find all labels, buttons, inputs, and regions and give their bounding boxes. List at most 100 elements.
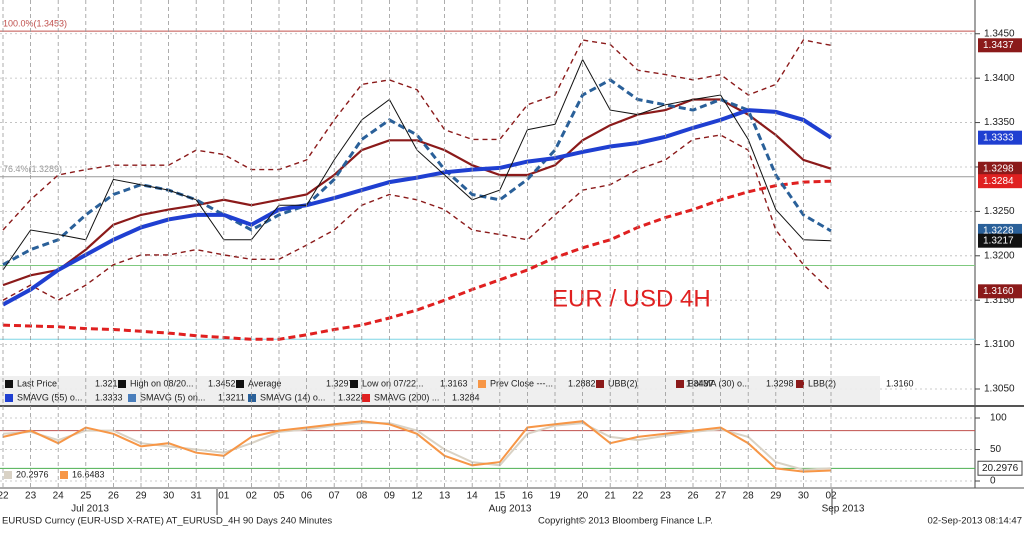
y-tick-label: 1.3450	[984, 28, 1015, 39]
month-label: Jul 2013	[71, 504, 109, 515]
legend-label: Average	[248, 378, 281, 388]
legend-swatch	[350, 380, 358, 388]
level-label: 100.0%(1.3453)	[3, 18, 67, 28]
x-tick-label: 29	[770, 491, 782, 502]
legend-value: 1.3297	[326, 378, 354, 388]
legend-value: 1.3298	[766, 378, 794, 388]
annotation: EUR / USD 4H	[552, 285, 711, 312]
legend-label: BollMA (30) o...	[688, 378, 750, 388]
x-tick-label: 25	[80, 491, 92, 502]
legend-swatch	[676, 380, 684, 388]
value-box	[977, 460, 1023, 476]
value-box	[978, 233, 1022, 248]
x-tick-label: 01	[218, 491, 230, 502]
x-tick-label: 27	[715, 491, 727, 502]
y-tick-label: 1.3400	[984, 73, 1015, 84]
legend-label: SMAVG (200) ...	[374, 392, 439, 402]
value-box-label: 20.2976	[982, 463, 1019, 474]
legend-value: 1.3452	[208, 378, 236, 388]
value-box-label: 1.3437	[983, 40, 1014, 51]
y-tick-label: 1.3050	[984, 384, 1015, 395]
x-tick-label: 21	[605, 491, 617, 502]
x-tick-label: 22	[0, 491, 9, 502]
x-tick-label: 02	[246, 491, 258, 502]
legend-label: Prev Close ---...	[490, 378, 553, 388]
x-tick-label: 28	[743, 491, 755, 502]
x-tick-label: 29	[135, 491, 147, 502]
x-tick-label: 02	[825, 491, 837, 502]
footer-left: EURUSD Curncy (EUR-USD X-RATE) AT_EURUSD…	[2, 516, 332, 527]
legend-swatch	[60, 471, 68, 479]
legend-value: 1.3284	[452, 392, 480, 402]
y-tick-label: 1.3150	[984, 295, 1015, 306]
x-tick-label: 08	[356, 491, 368, 502]
value-box-label: 1.3333	[983, 132, 1014, 143]
legend-value: 1.3160	[886, 378, 914, 388]
y-tick-label: 1.3100	[984, 339, 1015, 350]
value-box	[978, 38, 1022, 53]
legend-label: SMAVG (5) on...	[140, 392, 205, 402]
value-box-label: 1.3284	[983, 176, 1014, 187]
footer-center: Copyright© 2013 Bloomberg Finance L.P.	[538, 516, 713, 527]
legend-value: 1.3437	[686, 378, 714, 388]
value-box-label: 1.3217	[983, 235, 1014, 246]
legend-swatch	[5, 380, 13, 388]
y-tick-label: 1.3350	[984, 117, 1015, 128]
legend-label: LBB(2)	[808, 378, 836, 388]
x-tick-label: 23	[660, 491, 672, 502]
legend-value: 16.6483	[72, 469, 105, 479]
y-tick-label: 1.3250	[984, 206, 1015, 217]
legend-box	[0, 376, 880, 405]
x-tick-label: 06	[301, 491, 313, 502]
legend-label: SMAVG (55) o...	[17, 392, 82, 402]
legend: Last Price 1.3217 High on 08/20... 1.3452 Av…	[0, 376, 914, 479]
x-tick-label: 30	[163, 491, 175, 502]
value-box-label: 1.3160	[983, 286, 1014, 297]
legend-label: Low on 07/22...	[362, 378, 424, 388]
value-box-label: 1.3298	[983, 163, 1014, 174]
legend-swatch	[362, 394, 370, 402]
x-tick-label: 13	[439, 491, 451, 502]
legend-value: 1.3163	[440, 378, 468, 388]
footer-right: 02-Sep-2013 08:14:47	[927, 516, 1022, 527]
month-label: Aug 2013	[489, 504, 532, 515]
legend-label: High on 08/20...	[130, 378, 194, 388]
legend-swatch	[596, 380, 604, 388]
legend-label: UBB(2)	[608, 378, 638, 388]
month-label: Sep 2013	[822, 504, 865, 515]
value-box	[978, 284, 1022, 299]
x-tick-label: 23	[25, 491, 37, 502]
value-box	[978, 174, 1022, 189]
legend-value: 1.3228	[338, 392, 366, 402]
y-tick-label: 100	[990, 413, 1007, 424]
legend-swatch	[5, 394, 13, 402]
x-tick-label: 12	[411, 491, 423, 502]
x-tick-label: 07	[329, 491, 341, 502]
legend-swatch	[796, 380, 804, 388]
legend-value: 1.3333	[95, 392, 123, 402]
legend-swatch	[478, 380, 486, 388]
legend-label: Last Price	[17, 378, 57, 388]
x-tick-label: 24	[53, 491, 65, 502]
legend-value: 1.2882	[568, 378, 596, 388]
x-tick-label: 26	[687, 491, 699, 502]
value-box-label: 1.3228	[983, 226, 1014, 237]
legend-swatch	[118, 380, 126, 388]
x-tick-label: 30	[798, 491, 810, 502]
x-tick-label: 20	[577, 491, 589, 502]
x-tick-label: 31	[191, 491, 203, 502]
legend-label: SMAVG (14) o...	[260, 392, 325, 402]
x-tick-label: 14	[467, 491, 479, 502]
legend-value: 1.3211	[218, 392, 245, 402]
legend-swatch	[4, 471, 12, 479]
value-box	[978, 130, 1022, 145]
series-line	[2, 78, 832, 267]
y-tick-label: 50	[990, 444, 1002, 455]
y-tick-label: 1.3200	[984, 250, 1015, 261]
legend-value: 1.3217	[95, 378, 123, 388]
legend-swatch	[248, 394, 256, 402]
x-tick-label: 16	[522, 491, 534, 502]
y-tick-label: 0	[990, 476, 996, 487]
